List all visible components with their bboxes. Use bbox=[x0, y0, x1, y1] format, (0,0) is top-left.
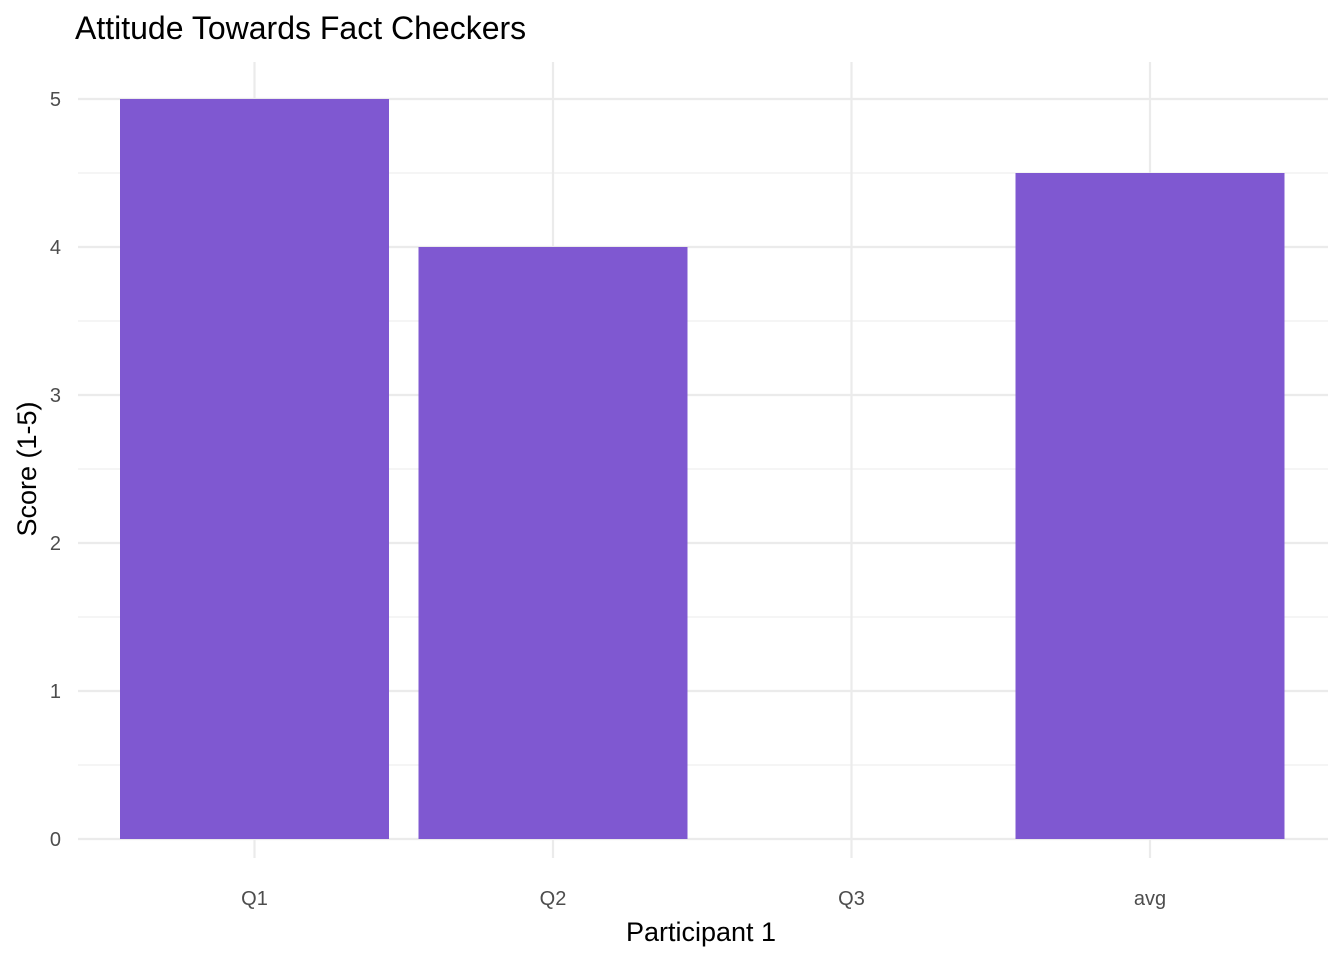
bars bbox=[120, 99, 1285, 839]
y-tick-label: 0 bbox=[50, 829, 61, 851]
bar-avg bbox=[1015, 173, 1285, 839]
y-tick-label: 2 bbox=[50, 533, 61, 555]
bar-q2 bbox=[418, 247, 688, 839]
y-tick-label: 1 bbox=[50, 681, 61, 703]
x-axis-ticks: Q1 Q2 Q3 avg bbox=[241, 888, 1166, 910]
x-tick-label: Q1 bbox=[241, 888, 268, 910]
x-tick-label: Q2 bbox=[540, 888, 567, 910]
x-tick-label: avg bbox=[1134, 888, 1166, 910]
y-axis-label: Score (1-5) bbox=[12, 401, 42, 536]
x-axis-label: Participant 1 bbox=[626, 917, 776, 947]
y-tick-label: 3 bbox=[50, 385, 61, 407]
bar-q1 bbox=[120, 99, 389, 839]
y-tick-label: 4 bbox=[50, 237, 61, 259]
chart-title: Attitude Towards Fact Checkers bbox=[75, 10, 526, 46]
y-axis-ticks: 0 1 2 3 4 5 bbox=[50, 89, 61, 851]
x-tick-label: Q3 bbox=[838, 888, 865, 910]
y-tick-label: 5 bbox=[50, 89, 61, 111]
